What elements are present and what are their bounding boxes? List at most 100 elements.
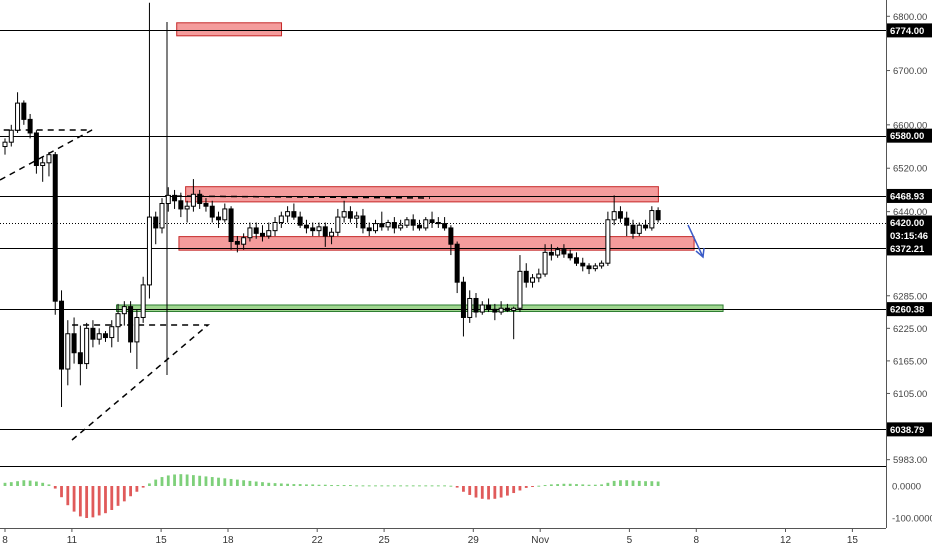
candle[interactable] [416, 219, 422, 231]
candle[interactable] [492, 303, 498, 321]
candle[interactable] [385, 219, 391, 231]
candle[interactable] [404, 217, 410, 228]
candle[interactable] [498, 301, 504, 315]
candle[interactable] [542, 244, 548, 277]
candle[interactable] [253, 222, 259, 239]
candle[interactable] [423, 217, 429, 231]
candle[interactable] [209, 200, 215, 223]
candle[interactable] [190, 179, 196, 212]
candle[interactable] [178, 192, 184, 218]
candle[interactable] [567, 249, 573, 261]
candle[interactable] [530, 274, 536, 288]
candle[interactable] [140, 276, 146, 323]
candle[interactable] [636, 222, 642, 237]
candle[interactable] [310, 222, 316, 237]
candle[interactable] [354, 211, 360, 228]
candle[interactable] [65, 320, 71, 386]
candle[interactable] [347, 206, 353, 223]
candle[interactable] [84, 322, 90, 370]
candle[interactable] [479, 301, 485, 315]
candle[interactable] [624, 211, 630, 237]
zone-resistance-1[interactable] [185, 186, 659, 203]
candle[interactable] [486, 298, 492, 313]
candle[interactable] [77, 325, 83, 386]
candle[interactable] [442, 217, 448, 231]
candle[interactable] [222, 203, 228, 223]
candle[interactable] [27, 113, 33, 139]
candle[interactable] [460, 276, 466, 337]
candle[interactable] [373, 219, 379, 234]
candle[interactable] [109, 320, 115, 348]
candle[interactable] [611, 195, 617, 226]
candle[interactable] [379, 211, 385, 231]
candle[interactable] [228, 206, 234, 250]
candle[interactable] [247, 222, 253, 242]
candle[interactable] [561, 244, 567, 258]
candle[interactable] [573, 252, 579, 266]
candle[interactable] [599, 260, 605, 269]
candle[interactable] [241, 233, 247, 250]
candle[interactable] [266, 222, 272, 239]
candle[interactable] [21, 100, 27, 125]
candle[interactable] [617, 206, 623, 223]
candle[interactable] [278, 211, 284, 228]
candle[interactable] [297, 211, 303, 228]
candle[interactable] [429, 211, 435, 228]
candle[interactable] [435, 217, 441, 228]
candle[interactable] [592, 263, 598, 272]
candle[interactable] [234, 236, 240, 253]
candle[interactable] [504, 303, 510, 313]
candle[interactable] [71, 317, 77, 364]
candle[interactable] [52, 151, 58, 315]
candle[interactable] [121, 301, 127, 326]
candle[interactable] [146, 2, 152, 299]
dashed-trendline[interactable] [164, 195, 431, 199]
candle[interactable] [115, 303, 121, 342]
candle[interactable] [391, 217, 397, 234]
candle[interactable] [454, 241, 460, 294]
candle[interactable] [329, 227, 335, 245]
candle[interactable] [366, 222, 372, 237]
candle[interactable] [153, 211, 159, 245]
candle[interactable] [448, 225, 454, 256]
candle[interactable] [555, 246, 561, 258]
candle[interactable] [303, 219, 309, 234]
candle[interactable] [272, 217, 278, 237]
candle[interactable] [59, 290, 65, 408]
candle[interactable] [184, 200, 190, 223]
projection-arrow[interactable] [687, 224, 704, 258]
candle[interactable] [410, 214, 416, 231]
zone-resistance-0[interactable] [176, 22, 283, 37]
candle[interactable] [259, 225, 265, 242]
candle[interactable] [536, 268, 542, 283]
candle[interactable] [580, 257, 586, 272]
candle[interactable] [655, 207, 661, 223]
candle[interactable] [649, 206, 655, 231]
candle[interactable] [134, 309, 140, 370]
candle[interactable] [291, 203, 297, 220]
candle[interactable] [90, 320, 96, 348]
candle[interactable] [2, 138, 8, 155]
candle[interactable] [8, 124, 14, 147]
candle[interactable] [586, 263, 592, 275]
candle[interactable] [517, 255, 523, 313]
candle[interactable] [285, 206, 291, 223]
candle[interactable] [172, 189, 178, 209]
candle[interactable] [33, 130, 39, 174]
candle[interactable] [46, 151, 52, 177]
candle[interactable] [523, 263, 529, 288]
candle[interactable] [96, 328, 102, 345]
candle[interactable] [15, 92, 21, 133]
candle[interactable] [203, 198, 209, 212]
candle[interactable] [316, 222, 322, 237]
candle[interactable] [473, 293, 479, 318]
zone-resistance-2[interactable] [178, 236, 695, 251]
candle[interactable] [605, 211, 611, 266]
candle[interactable] [216, 211, 222, 228]
zone-support-3[interactable] [116, 304, 724, 313]
candle[interactable] [398, 219, 404, 231]
candle[interactable] [467, 290, 473, 323]
candle[interactable] [159, 198, 165, 234]
